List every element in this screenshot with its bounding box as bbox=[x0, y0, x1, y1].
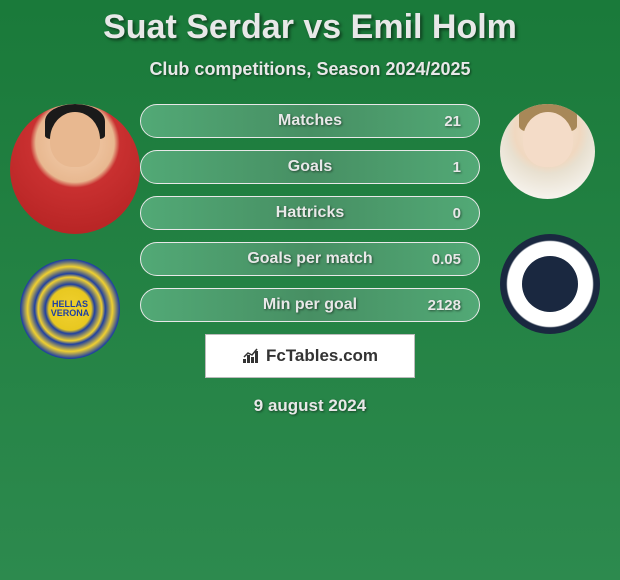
stat-label: Min per goal bbox=[263, 296, 357, 314]
page-title: Suat Serdar vs Emil Holm bbox=[0, 8, 620, 47]
player-right-avatar bbox=[500, 104, 595, 199]
brand-box: FcTables.com bbox=[205, 334, 415, 378]
stat-right-value: 1 bbox=[431, 159, 461, 176]
brand-text: FcTables.com bbox=[266, 346, 378, 366]
stat-label: Goals bbox=[288, 158, 332, 176]
stat-row-goals-per-match: Goals per match 0.05 bbox=[140, 242, 480, 276]
club-left-logo: HELLASVERONA bbox=[20, 259, 120, 359]
stat-row-goals: Goals 1 bbox=[140, 150, 480, 184]
stat-label: Hattricks bbox=[276, 204, 344, 222]
stat-right-value: 2128 bbox=[428, 297, 461, 314]
player-left-avatar bbox=[10, 104, 140, 234]
date-line: 9 august 2024 bbox=[10, 396, 610, 416]
stats-rows: Matches 21 Goals 1 Hattricks 0 Goals per… bbox=[140, 104, 480, 322]
comparison-card: Suat Serdar vs Emil Holm Club competitio… bbox=[0, 0, 620, 424]
stat-row-hattricks: Hattricks 0 bbox=[140, 196, 480, 230]
stat-label: Matches bbox=[278, 112, 342, 130]
club-left-label: HELLASVERONA bbox=[51, 300, 90, 318]
brand-icon bbox=[242, 347, 262, 366]
stat-right-value: 21 bbox=[431, 113, 461, 130]
stat-row-matches: Matches 21 bbox=[140, 104, 480, 138]
subtitle: Club competitions, Season 2024/2025 bbox=[0, 59, 620, 80]
club-right-logo bbox=[500, 234, 600, 334]
stat-row-min-per-goal: Min per goal 2128 bbox=[140, 288, 480, 322]
stat-right-value: 0.05 bbox=[431, 251, 461, 268]
stat-right-value: 0 bbox=[431, 205, 461, 222]
stat-label: Goals per match bbox=[247, 250, 372, 268]
stats-area: HELLASVERONA Matches 21 Goals 1 Hattrick… bbox=[0, 104, 620, 416]
club-right-inner bbox=[522, 256, 578, 312]
